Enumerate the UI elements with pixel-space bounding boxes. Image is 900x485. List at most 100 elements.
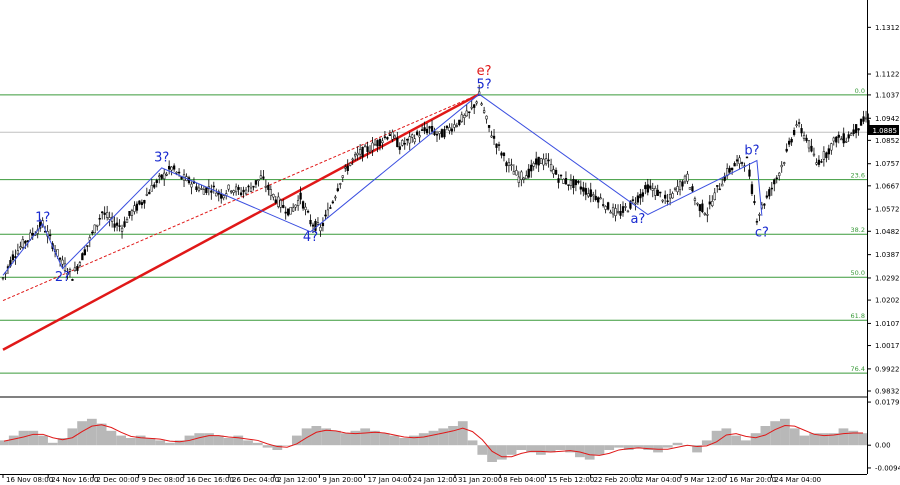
osc-bar	[291, 435, 302, 446]
time-tick-label: 9 Mar 12:00	[684, 476, 726, 484]
candle-body	[197, 187, 201, 191]
candle-body	[778, 172, 781, 176]
candle-body	[507, 162, 511, 166]
candle-body	[470, 106, 473, 109]
candle-body	[406, 138, 409, 141]
candle-body	[505, 162, 508, 167]
time-tick-label: 9 Dec 08:00	[142, 476, 185, 484]
candle-body	[391, 131, 394, 140]
osc-bar	[282, 445, 292, 446]
candle-body	[820, 161, 823, 163]
candle-body	[475, 101, 478, 104]
price-tick-label: 1.1037	[875, 91, 900, 99]
candle-body	[175, 171, 178, 174]
candle-body	[453, 124, 456, 128]
candle-body	[108, 217, 111, 220]
candle-body	[619, 211, 622, 216]
price-tick-label: 1.0482	[875, 228, 900, 236]
candle-body	[200, 188, 203, 190]
candle-body	[113, 223, 116, 228]
candle-body	[857, 128, 860, 131]
candle-body	[39, 221, 42, 229]
candle-body	[314, 220, 317, 231]
candle-body	[773, 179, 776, 185]
osc-bar	[780, 418, 790, 446]
candle-body	[301, 201, 305, 209]
candle-body	[468, 111, 471, 114]
candle-body	[735, 159, 739, 162]
candle-body	[26, 240, 29, 242]
candle-body	[567, 184, 570, 186]
osc-bar	[828, 433, 839, 446]
candle-body	[103, 212, 106, 215]
candle-body	[58, 257, 62, 260]
osc-bar	[672, 442, 683, 446]
candle-body	[817, 159, 821, 165]
candle-body	[671, 193, 674, 199]
osc-bar	[565, 445, 576, 453]
candle-body	[413, 138, 416, 143]
osc-bar	[350, 430, 361, 446]
osc-bar	[223, 438, 234, 446]
candle-body	[93, 224, 96, 234]
osc-bar	[516, 445, 527, 450]
candle-body	[639, 193, 642, 199]
candle-body	[257, 179, 260, 181]
candle-body	[805, 137, 808, 141]
candle-body	[148, 191, 151, 195]
candle-body	[177, 171, 181, 174]
osc-bar	[487, 445, 497, 462]
osc-bar	[789, 428, 800, 446]
candle-body	[393, 135, 396, 139]
time-tick-label: 31 Jan 20:00	[458, 476, 502, 484]
wave-markup: 1? 2? 3? 4? 5?e? a? b? c?	[2, 64, 769, 285]
candle-body	[584, 188, 587, 195]
candle-body	[547, 159, 550, 162]
candle-body	[344, 166, 347, 169]
candle-body	[716, 185, 719, 187]
candle-body	[530, 164, 533, 172]
candle-body	[631, 199, 635, 201]
candle-body	[847, 134, 850, 139]
candle-body	[728, 167, 731, 173]
candle-body	[381, 140, 384, 144]
candle-body	[272, 194, 275, 198]
candle-body	[602, 204, 605, 206]
candle-body	[636, 195, 640, 203]
osc-bar	[545, 445, 556, 453]
price-tick-label: 1.0017	[875, 342, 900, 350]
candle-body	[78, 262, 82, 266]
candle-body	[11, 254, 15, 260]
price-tick-label: 1.1312	[875, 24, 900, 32]
osc-bar	[701, 440, 712, 446]
candle-body	[587, 193, 590, 197]
time-tick-label: 24 Jan 12:00	[413, 476, 457, 484]
osc-bar	[662, 445, 673, 448]
candle-body	[133, 205, 136, 212]
osc-bar	[535, 445, 546, 455]
candle-body	[378, 138, 382, 146]
candle-body	[292, 207, 295, 212]
candle-body	[549, 164, 553, 171]
osc-bar	[331, 430, 341, 446]
candle-body	[616, 211, 620, 213]
candle-body	[440, 129, 444, 138]
candle-body	[738, 157, 741, 164]
osc-bar	[360, 428, 371, 446]
candle-body	[678, 181, 682, 191]
candle-body	[562, 178, 565, 184]
osc-bar	[633, 445, 644, 448]
candle-body	[336, 188, 339, 192]
dashed-trend-line	[2, 93, 480, 302]
candle-body	[564, 178, 568, 185]
candle-body	[500, 152, 503, 156]
candle-body	[435, 133, 439, 136]
osc-bar	[584, 445, 595, 460]
candle-body	[16, 250, 20, 255]
candle-body	[356, 152, 359, 156]
candle-body	[91, 231, 94, 234]
osc-bar	[389, 435, 400, 446]
candle-body	[850, 133, 853, 136]
candle-body	[96, 224, 99, 227]
candle-body	[346, 165, 349, 172]
